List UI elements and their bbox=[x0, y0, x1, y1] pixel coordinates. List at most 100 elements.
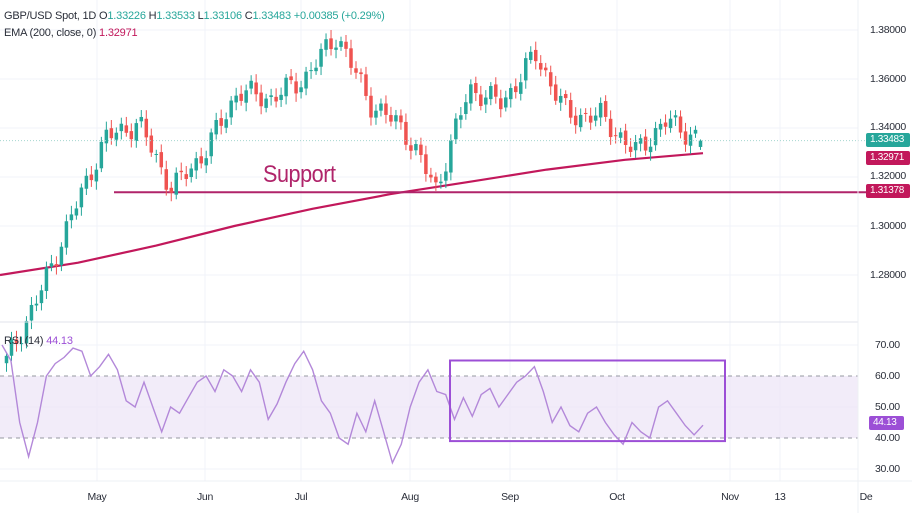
candle-body bbox=[548, 72, 553, 87]
candle-body bbox=[89, 174, 94, 181]
low-label: L bbox=[197, 10, 204, 22]
time-label: Aug bbox=[401, 491, 419, 503]
candle-body bbox=[119, 123, 124, 132]
candle-body bbox=[274, 96, 278, 102]
candle-body bbox=[608, 118, 613, 138]
candle-body bbox=[239, 93, 243, 101]
candle-body bbox=[254, 82, 258, 95]
candle-body bbox=[289, 76, 293, 81]
candle-body bbox=[399, 115, 403, 123]
candle-body bbox=[434, 176, 438, 183]
candle-body bbox=[384, 103, 388, 115]
candle-body bbox=[628, 146, 633, 152]
close-value: 1.33483 bbox=[252, 10, 292, 22]
candle-body bbox=[424, 154, 428, 174]
candle-body bbox=[74, 208, 79, 216]
candle-body bbox=[4, 355, 9, 364]
candle-body bbox=[159, 152, 164, 168]
ema-200-line bbox=[0, 152, 704, 277]
candle-body bbox=[444, 171, 448, 181]
candle-body bbox=[134, 123, 139, 141]
candle-body bbox=[543, 67, 548, 71]
candle-body bbox=[533, 49, 538, 62]
candle-body bbox=[404, 121, 408, 145]
candle-body bbox=[369, 95, 373, 118]
candle-body bbox=[69, 214, 74, 221]
candle-body bbox=[49, 263, 54, 267]
candle-body bbox=[494, 84, 498, 97]
candle-body bbox=[349, 48, 353, 68]
candle-body bbox=[648, 146, 653, 153]
candle-body bbox=[249, 80, 253, 89]
candle-body bbox=[509, 88, 513, 100]
candle-body bbox=[319, 48, 323, 67]
candle-body bbox=[563, 93, 568, 99]
candle-body bbox=[663, 122, 668, 127]
candle-body bbox=[603, 101, 608, 117]
open-label: O bbox=[99, 10, 108, 22]
candle-body bbox=[204, 158, 208, 166]
rsi-range-rectangle[interactable] bbox=[449, 359, 726, 443]
candle-body bbox=[588, 115, 593, 123]
candle-body bbox=[668, 118, 673, 129]
candle-body bbox=[209, 132, 213, 157]
candle-body bbox=[573, 115, 578, 126]
candle-body bbox=[464, 102, 468, 114]
candle-body bbox=[39, 290, 44, 304]
support-price-tag: 1.31378 bbox=[866, 184, 910, 198]
candle-body bbox=[19, 343, 24, 345]
candle-body bbox=[538, 63, 543, 70]
candle-body bbox=[244, 90, 248, 103]
candle-body bbox=[633, 142, 638, 151]
price-tick: 1.28000 bbox=[870, 269, 906, 281]
ema-value: 1.32971 bbox=[99, 27, 138, 39]
support-annotation[interactable]: Support bbox=[263, 161, 336, 188]
candle-body bbox=[99, 141, 104, 169]
candle-body bbox=[324, 39, 328, 50]
rsi-path bbox=[1, 344, 704, 465]
candle-body bbox=[224, 119, 228, 128]
candle-body bbox=[314, 67, 318, 72]
candle-body bbox=[234, 95, 238, 103]
candle-body bbox=[309, 70, 313, 72]
candle-body bbox=[54, 264, 59, 267]
ema-path bbox=[0, 152, 704, 277]
rsi-value-tag: 44.13 bbox=[869, 416, 904, 430]
candle-body bbox=[439, 181, 443, 184]
candle-body bbox=[104, 129, 109, 144]
rsi-legend[interactable]: RSI (14) 44.13 bbox=[4, 335, 73, 347]
time-label: Oct bbox=[609, 491, 625, 503]
ema-legend[interactable]: EMA (200, close, 0) 1.32971 bbox=[4, 27, 138, 39]
candle-body bbox=[344, 41, 348, 49]
last-price-tag: 1.33483 bbox=[866, 133, 910, 147]
candle-body bbox=[359, 72, 363, 75]
candle-body bbox=[623, 130, 628, 146]
candle-body bbox=[593, 115, 598, 121]
candle-body bbox=[568, 100, 573, 118]
candle-body bbox=[683, 131, 688, 145]
candle-body bbox=[229, 100, 233, 118]
candle-body bbox=[578, 114, 583, 128]
candle-body bbox=[64, 221, 69, 248]
candle-body bbox=[129, 131, 134, 140]
candle-body bbox=[364, 74, 368, 96]
candle-body bbox=[174, 172, 179, 195]
candle-body bbox=[524, 58, 528, 81]
time-label: De bbox=[859, 491, 873, 503]
symbol-name[interactable]: GBP/USD Spot, 1D bbox=[4, 10, 97, 22]
time-label: May bbox=[87, 491, 107, 503]
candle-body bbox=[389, 115, 393, 122]
candle-body bbox=[499, 98, 503, 110]
rsi-band-fill bbox=[0, 376, 858, 438]
candle-body bbox=[84, 175, 89, 189]
candle-body bbox=[528, 51, 533, 60]
price-tick: 1.32000 bbox=[870, 170, 906, 182]
candle-body bbox=[354, 68, 358, 73]
price-tick: 1.34000 bbox=[870, 121, 906, 133]
candle-body bbox=[294, 81, 298, 94]
candle-body bbox=[414, 144, 418, 151]
candle-body bbox=[489, 85, 493, 100]
rsi-line bbox=[1, 344, 704, 465]
